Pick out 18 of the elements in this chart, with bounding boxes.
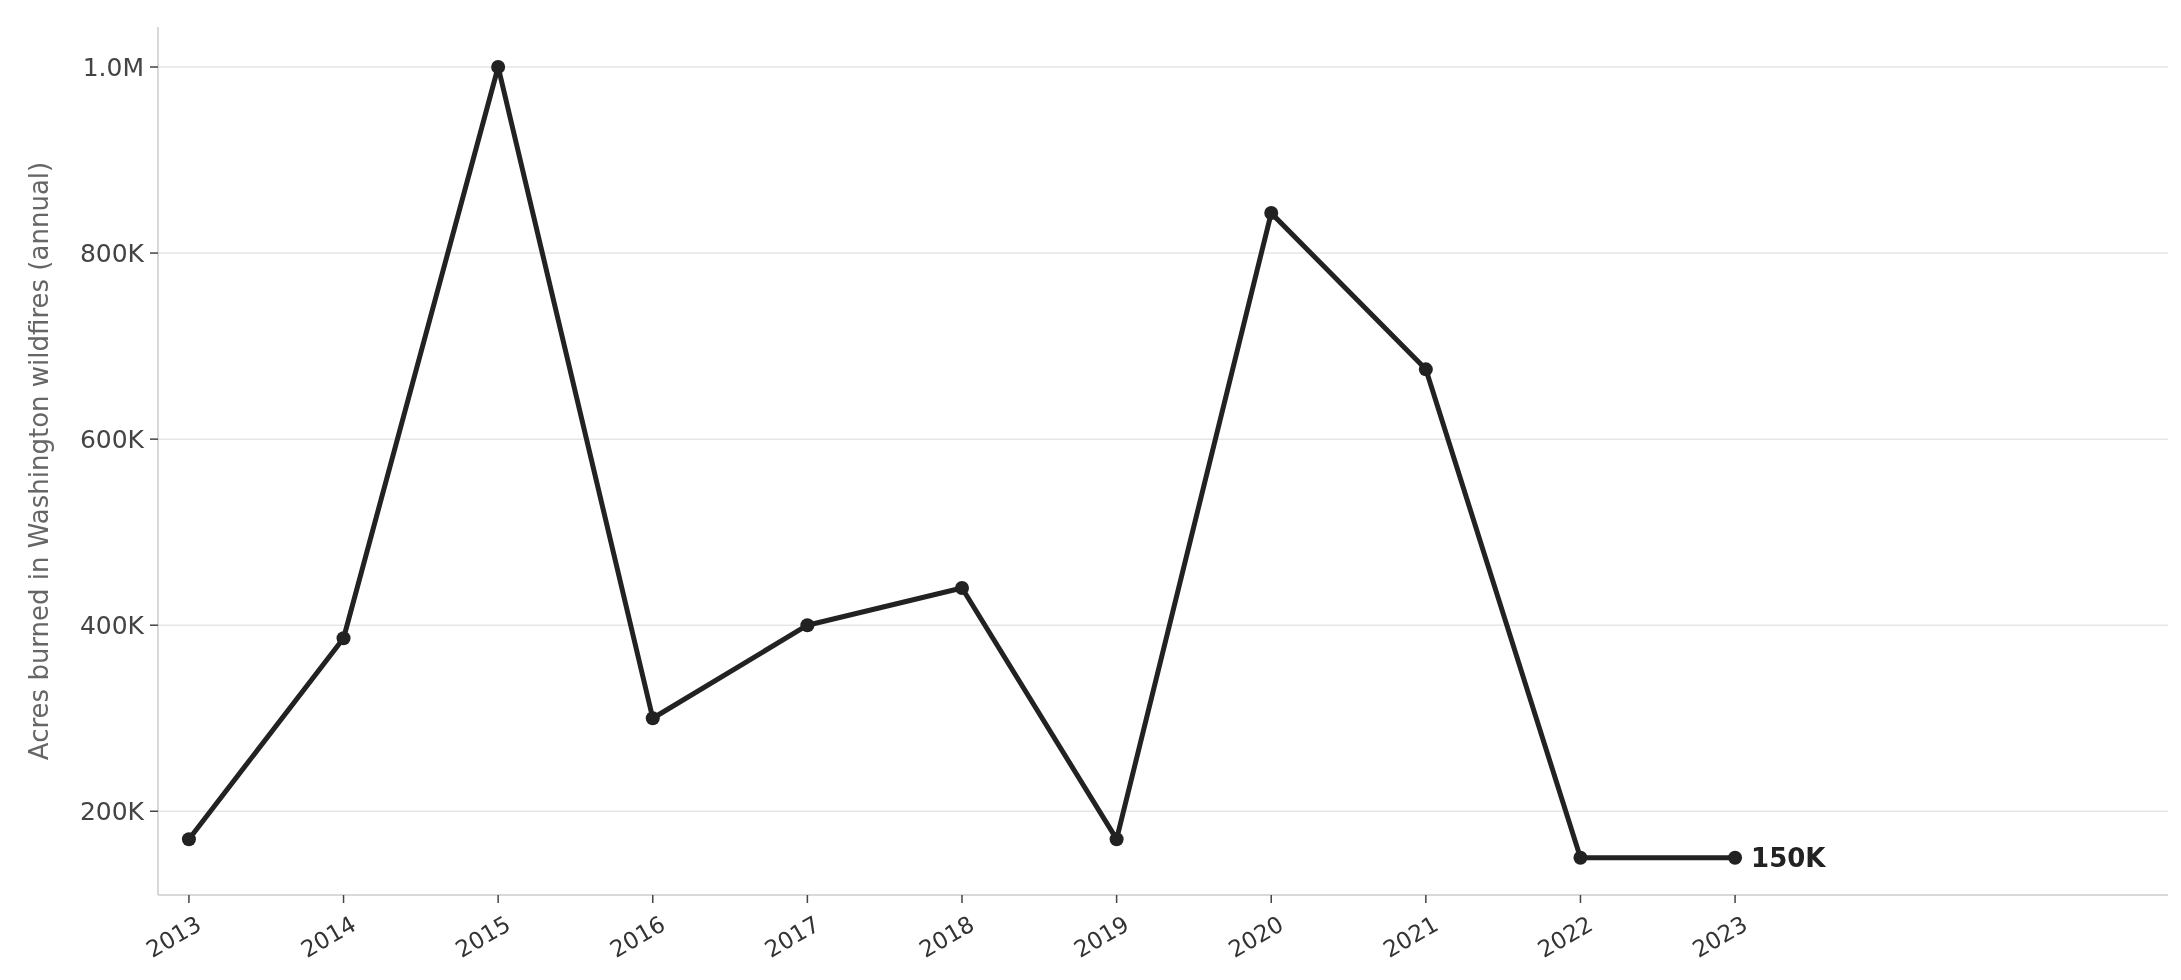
annotation: 150K bbox=[1751, 842, 1827, 873]
y-tick-label: 800K bbox=[79, 238, 145, 268]
y-tick-label: 200K bbox=[79, 797, 145, 827]
y-tick-label: 1.0M bbox=[82, 52, 144, 82]
point bbox=[1109, 832, 1124, 847]
point bbox=[645, 711, 660, 726]
point bbox=[1728, 850, 1743, 865]
point bbox=[800, 618, 815, 633]
point bbox=[336, 631, 351, 646]
point bbox=[1418, 362, 1433, 377]
y-tick-label: 400K bbox=[79, 610, 145, 640]
y-axis-title: Acres burned in Washington wildfires (annual) bbox=[24, 161, 54, 761]
point bbox=[181, 832, 196, 847]
point bbox=[491, 60, 506, 74]
point bbox=[1573, 850, 1588, 865]
point bbox=[955, 580, 969, 595]
point bbox=[1264, 206, 1279, 221]
y-tick-label: 600K bbox=[79, 424, 145, 454]
